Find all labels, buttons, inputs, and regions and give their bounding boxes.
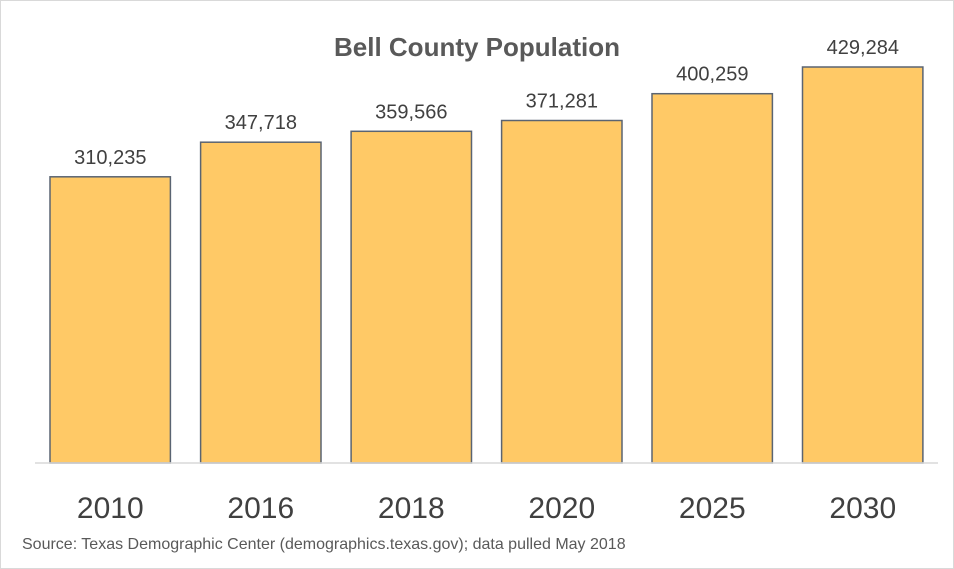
x-tick-label-2010: 2010 xyxy=(77,492,144,525)
x-tick-label-2018: 2018 xyxy=(378,492,445,525)
bar-2018 xyxy=(350,130,473,464)
x-tick-label-2030: 2030 xyxy=(829,492,896,525)
data-label-2016: 347,718 xyxy=(225,112,297,134)
data-label-2025: 400,259 xyxy=(676,64,748,86)
x-tick-label-2020: 2020 xyxy=(528,492,595,525)
data-label-2018: 359,566 xyxy=(375,101,447,123)
bar-2025 xyxy=(651,92,774,464)
bar-2030 xyxy=(801,66,924,464)
chart-source: Source: Texas Demographic Center (demogr… xyxy=(22,536,626,553)
bars-layer xyxy=(49,66,924,464)
data-label-2020: 371,281 xyxy=(526,91,598,113)
x-tick-label-2016: 2016 xyxy=(227,492,294,525)
labels-layer: 310,235 347,718 359,566 371,281 400,259 429,2… xyxy=(74,37,899,169)
chart-title: Bell County Population xyxy=(334,32,620,62)
data-label-2030: 429,284 xyxy=(827,37,899,59)
bar-2016 xyxy=(199,141,322,464)
bar-2010 xyxy=(49,176,172,464)
ticks-layer: 2010 2016 2018 2020 2025 2030 xyxy=(77,492,896,525)
data-label-2010: 310,235 xyxy=(74,147,146,169)
x-tick-label-2025: 2025 xyxy=(679,492,746,525)
bar-2020 xyxy=(500,119,623,464)
